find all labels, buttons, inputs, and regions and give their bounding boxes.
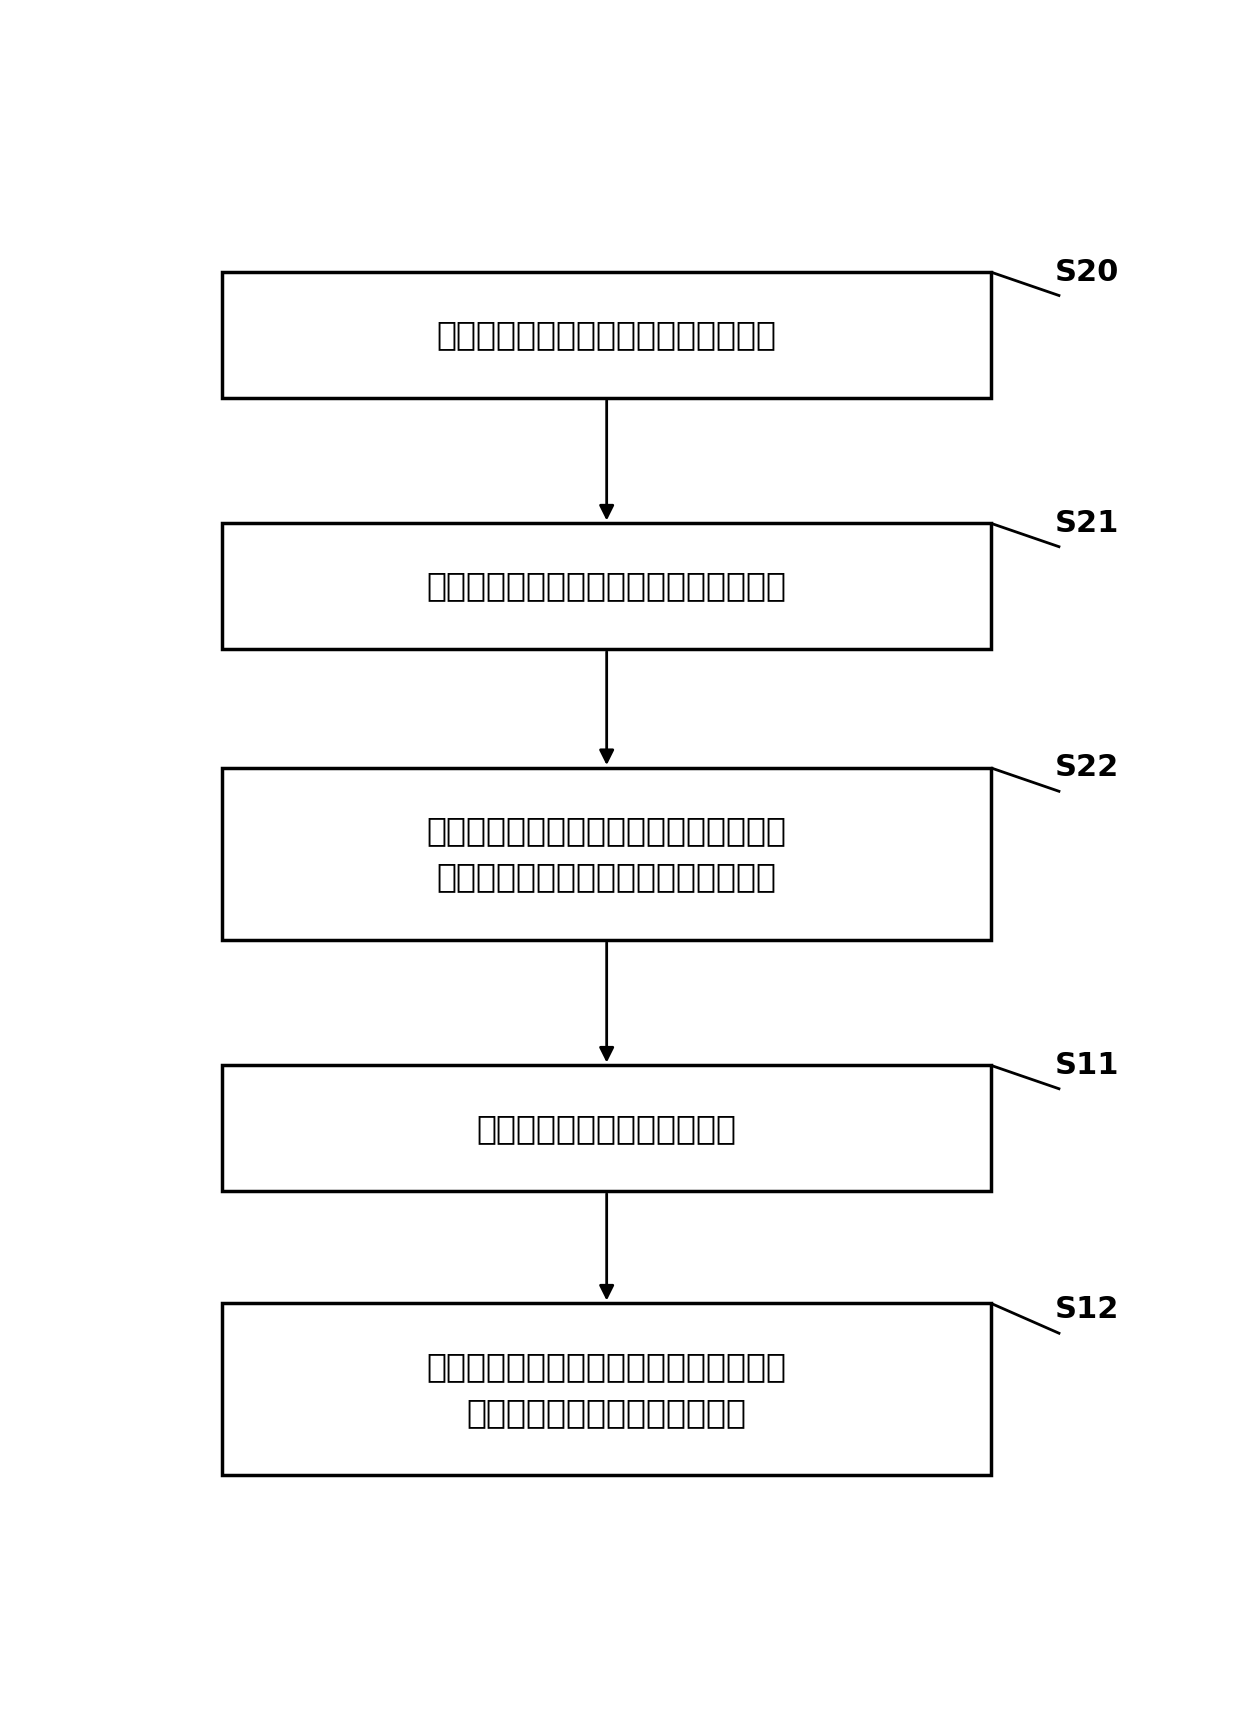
Text: 根据多个样本锂电池的样本电压响应值和
参考参数建立最小二乘支持向量机模型: 根据多个样本锂电池的样本电压响应值和 参考参数建立最小二乘支持向量机模型 (427, 814, 786, 893)
Text: S20: S20 (1055, 258, 1120, 287)
Text: S21: S21 (1055, 508, 1120, 537)
Bar (222, 1303, 991, 1475)
Text: S12: S12 (1055, 1296, 1120, 1324)
Bar (222, 524, 991, 649)
Text: S11: S11 (1055, 1051, 1120, 1080)
Bar (222, 1065, 991, 1192)
Bar (222, 767, 991, 939)
Text: S22: S22 (1055, 754, 1120, 783)
Bar (222, 273, 991, 398)
Text: 获取多个样本锂电池阻抗模型的参考参数: 获取多个样本锂电池阻抗模型的参考参数 (427, 570, 786, 603)
Text: 根据最小二乘支持向量机模型和电压响应
值，得到待测锂电池的目标参数: 根据最小二乘支持向量机模型和电压响应 值，得到待测锂电池的目标参数 (427, 1350, 786, 1429)
Text: 获取待测锂电池的电压响应值: 获取待测锂电池的电压响应值 (476, 1111, 737, 1145)
Text: 获取多个样本锂电池的样本电压响应值: 获取多个样本锂电池的样本电压响应值 (436, 318, 776, 352)
